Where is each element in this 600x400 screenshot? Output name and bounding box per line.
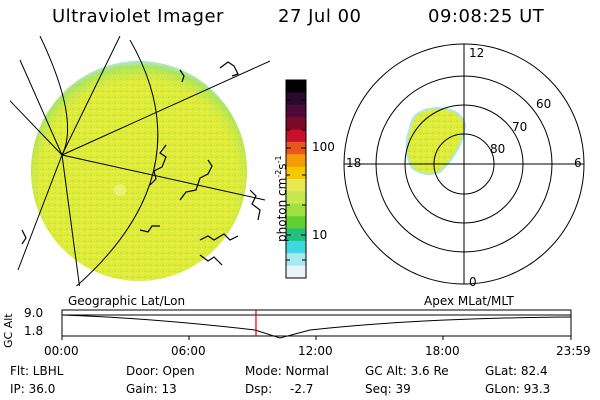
info-seq: Seq: 39 <box>365 382 411 396</box>
info-filter: Flt: LBHL <box>10 364 63 378</box>
colorbar-segment <box>286 167 306 180</box>
mlt-label-18: 18 <box>346 156 361 170</box>
timeline-ylabel: GC Alt <box>2 313 15 348</box>
colorbar-segment <box>286 241 306 254</box>
timeline-panel <box>62 310 571 340</box>
timeline-ticks <box>62 336 571 340</box>
mlat-label-70: 70 <box>512 120 527 134</box>
info-gc-alt: GC Alt: 3.6 Re <box>365 364 449 378</box>
mlt-label-12: 12 <box>469 46 484 60</box>
mlat-label-80: 80 <box>490 142 505 156</box>
info-ip: IP: 36.0 <box>10 382 55 396</box>
info-door: Door: Open <box>126 364 195 378</box>
colorbar-segment <box>286 266 306 279</box>
timeline-ytick-bottom: 1.8 <box>24 324 43 338</box>
colorbar <box>286 80 306 279</box>
colorbar-unit-label: photon cm-2s-1 <box>274 155 289 242</box>
info-glat: GLat: 82.4 <box>485 364 548 378</box>
timeline-ytick-top: 9.0 <box>24 306 43 320</box>
colorbar-segment <box>286 117 306 130</box>
info-mode: Mode: Normal <box>245 364 329 378</box>
colorbar-segment <box>286 204 306 217</box>
timeline-frame <box>62 310 571 336</box>
timeline-right-label: Apex MLat/MLT <box>424 294 514 308</box>
info-dsp-label: Dsp: <box>245 382 272 396</box>
colorbar-segment <box>286 105 306 118</box>
colorbar-segment <box>286 130 306 143</box>
polar-mlt-plot <box>344 44 584 284</box>
mlt-label-0: 0 <box>469 275 477 289</box>
info-dsp-value: -2.7 <box>290 382 313 396</box>
colorbar-tick-10: 10 <box>312 228 327 242</box>
timeline-xtick-0000: 00:00 <box>44 344 79 358</box>
colorbar-tick-100: 100 <box>312 140 335 154</box>
colorbar-segment <box>286 216 306 229</box>
info-gain: Gain: 13 <box>126 382 177 396</box>
timeline-xtick-1200: 12:00 <box>298 344 333 358</box>
mlt-label-6: 6 <box>574 156 582 170</box>
colorbar-segment <box>286 80 306 93</box>
geographic-earth-image <box>0 36 290 300</box>
info-glon: GLon: 93.3 <box>485 382 550 396</box>
timeline-xtick-0600: 06:00 <box>171 344 206 358</box>
colorbar-segment <box>286 179 306 192</box>
colorbar-segment <box>286 92 306 105</box>
mlat-label-60: 60 <box>536 97 551 111</box>
timeline-xtick-1800: 18:00 <box>425 344 460 358</box>
colorbar-segment <box>286 154 306 167</box>
timeline-xtick-2359: 23:59 <box>556 344 591 358</box>
colorbar-segment <box>286 191 306 204</box>
timeline-left-label: Geographic Lat/Lon <box>68 294 185 308</box>
